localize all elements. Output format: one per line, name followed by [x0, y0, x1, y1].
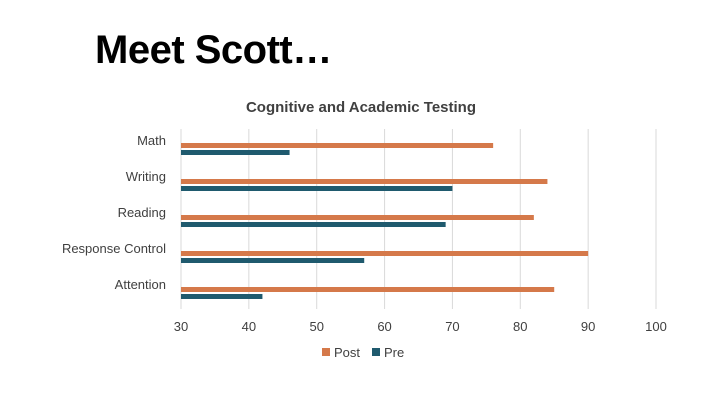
- x-tick-label-60: 60: [377, 319, 391, 334]
- legend-swatch-post: [322, 348, 330, 356]
- bar-post-writing: [181, 179, 548, 184]
- bar-pre-writing: [181, 186, 453, 191]
- category-label-reading: Reading: [118, 205, 166, 220]
- bar-pre-reading: [181, 222, 446, 227]
- bar-post-attention: [181, 287, 555, 292]
- bar-post-reading: [181, 215, 534, 220]
- slide-title: Meet Scott…: [95, 28, 332, 72]
- legend-label-post: Post: [334, 345, 360, 360]
- legend-swatch-pre: [372, 348, 380, 356]
- category-label-math: Math: [137, 133, 166, 148]
- bar-pre-math: [181, 150, 290, 155]
- bar-pre-attention: [181, 294, 263, 299]
- bar-post-response-control: [181, 251, 589, 256]
- bar-post-math: [181, 143, 494, 148]
- x-tick-label-70: 70: [445, 319, 459, 334]
- x-tick-label-80: 80: [513, 319, 527, 334]
- category-label-response-control: Response Control: [62, 241, 166, 256]
- x-tick-label-50: 50: [309, 319, 323, 334]
- category-label-writing: Writing: [126, 169, 166, 184]
- x-tick-label-40: 40: [242, 319, 256, 334]
- chart-title: Cognitive and Academic Testing: [245, 99, 477, 116]
- x-tick-label-90: 90: [581, 319, 595, 334]
- legend-label-pre: Pre: [384, 345, 404, 360]
- x-tick-label-100: 100: [645, 319, 667, 334]
- bar-pre-response-control: [181, 258, 365, 263]
- x-tick-label-30: 30: [174, 319, 188, 334]
- category-label-attention: Attention: [115, 277, 166, 292]
